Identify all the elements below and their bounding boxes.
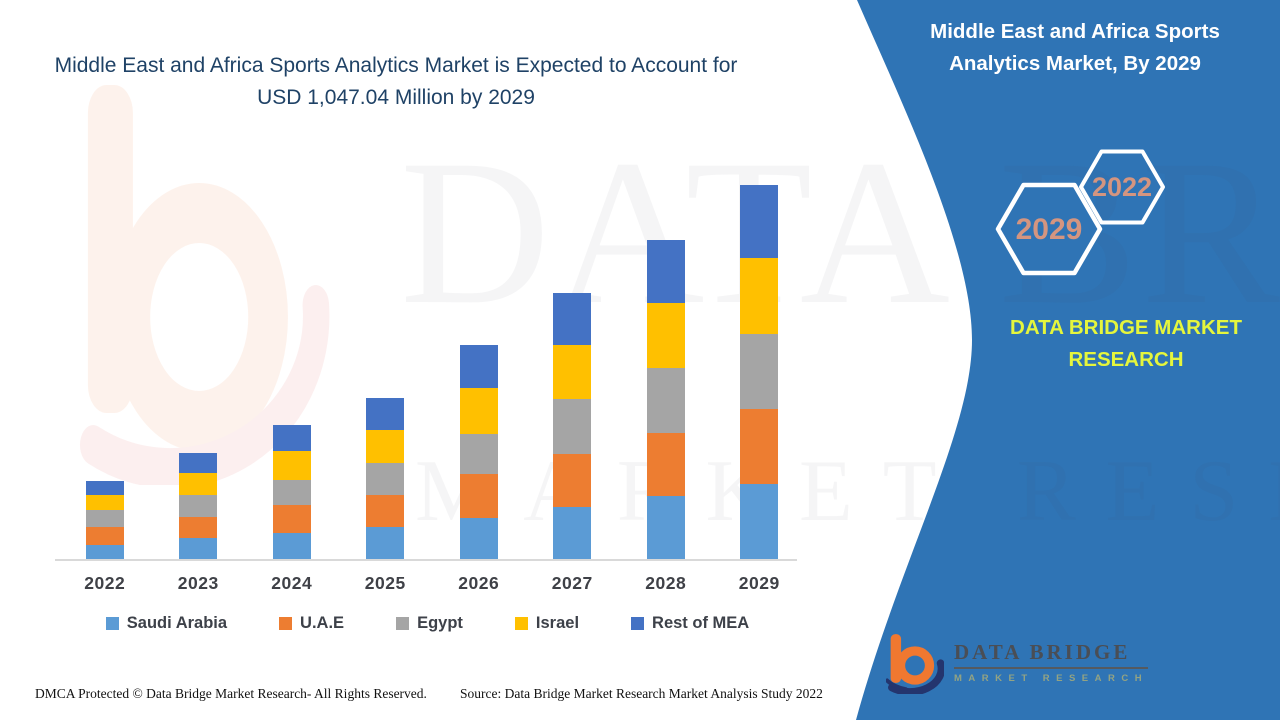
bar-segment-saudi-arabia-2024 <box>272 533 311 559</box>
bar-segment-saudi-arabia-2027 <box>553 506 592 559</box>
side-panel-title: Middle East and Africa Sports Analytics … <box>930 20 1220 75</box>
bar-segment-saudi-arabia-2022 <box>85 544 124 559</box>
bar-segment-u-a-e-2022 <box>85 526 124 545</box>
bar-slot-2026 <box>432 185 526 559</box>
legend-item-egypt: Egypt <box>396 614 463 633</box>
bar-segment-u-a-e-2027 <box>553 453 592 507</box>
bar-slot-2022 <box>58 185 152 559</box>
bar-segment-u-a-e-2028 <box>646 432 685 497</box>
bars-row <box>58 185 806 559</box>
bar-segment-israel-2023 <box>179 473 218 496</box>
footer-source-text: Source: Data Bridge Market Research Mark… <box>460 686 823 701</box>
stacked-bar-2025 <box>366 397 405 559</box>
hexagon-2022-label: 2022 <box>1092 172 1152 202</box>
bar-segment-egypt-2028 <box>646 367 685 433</box>
year-hexagons: 2022 2029 <box>995 149 1165 276</box>
bar-slot-2023 <box>152 185 246 559</box>
legend-label-u-a-e: U.A.E <box>300 614 345 632</box>
stacked-bar-2028 <box>646 239 685 559</box>
bar-segment-saudi-arabia-2028 <box>646 496 685 559</box>
bar-segment-israel-2022 <box>85 494 124 511</box>
bar-segment-rest-of-mea-2026 <box>459 345 498 389</box>
bar-segment-u-a-e-2026 <box>459 473 498 518</box>
bar-segment-u-a-e-2023 <box>179 517 218 538</box>
legend-label-israel: Israel <box>535 614 580 632</box>
legend-item-rest-of-mea: Rest of MEA <box>631 614 749 633</box>
bar-segment-rest-of-mea-2022 <box>85 480 124 495</box>
legend-swatch-u-a-e <box>279 617 293 630</box>
bar-segment-saudi-arabia-2029 <box>740 484 779 559</box>
legend-swatch-egypt <box>396 617 410 630</box>
bar-segment-saudi-arabia-2025 <box>366 527 405 559</box>
bar-slot-2029 <box>713 185 807 559</box>
stacked-bar-2026 <box>459 345 498 559</box>
bar-segment-egypt-2026 <box>459 434 498 474</box>
bar-segment-rest-of-mea-2027 <box>553 292 592 346</box>
legend-swatch-israel <box>514 617 528 630</box>
logo-subtitle: MARKET RESEARCH <box>954 673 1149 684</box>
bar-segment-israel-2026 <box>459 388 498 435</box>
legend-item-israel: Israel <box>514 614 580 633</box>
x-axis-label-2026: 2026 <box>458 573 500 593</box>
bar-segment-rest-of-mea-2023 <box>179 452 218 474</box>
bar-segment-egypt-2024 <box>272 479 311 506</box>
legend-swatch-saudi-arabia <box>105 617 119 630</box>
x-axis-label-2027: 2027 <box>551 573 593 593</box>
bar-segment-egypt-2022 <box>85 510 124 527</box>
bar-segment-egypt-2025 <box>366 462 405 496</box>
stacked-bar-2022 <box>85 480 124 559</box>
bar-segment-egypt-2027 <box>553 398 592 454</box>
x-labels-row: 2022 2023 2024 2025 2026 2027 2028 2029 <box>58 573 806 594</box>
bar-slot-2024 <box>245 185 339 559</box>
bar-segment-israel-2029 <box>740 258 779 335</box>
bar-segment-rest-of-mea-2024 <box>272 425 311 452</box>
x-axis-label-2022: 2022 <box>84 573 126 593</box>
stacked-bar-2027 <box>553 292 592 559</box>
stacked-bar-2023 <box>179 452 218 559</box>
bar-segment-saudi-arabia-2026 <box>459 517 498 559</box>
hexagon-2029-label: 2029 <box>1016 213 1083 246</box>
legend-item-u-a-e: U.A.E <box>279 614 344 633</box>
x-axis-line <box>55 559 797 561</box>
brand-text: DATA BRIDGE MARKET RESEARCH <box>1010 316 1242 371</box>
hexagon-2022 <box>1079 149 1165 225</box>
x-axis-label-2024: 2024 <box>271 573 313 593</box>
x-axis-label-2028: 2028 <box>645 573 687 593</box>
bar-segment-egypt-2023 <box>179 495 218 518</box>
stacked-bar-2024 <box>272 425 311 559</box>
bar-segment-u-a-e-2024 <box>272 505 311 534</box>
bar-slot-2025 <box>339 185 433 559</box>
bar-segment-rest-of-mea-2029 <box>740 185 779 259</box>
legend-label-egypt: Egypt <box>417 614 463 632</box>
bar-segment-egypt-2029 <box>740 334 779 410</box>
bar-segment-u-a-e-2029 <box>740 409 779 485</box>
bar-segment-israel-2027 <box>553 345 592 399</box>
databridge-logo: DATA BRIDGE MARKET RESEARCH <box>886 630 1149 694</box>
footer-dmca-text: DMCA Protected © Data Bridge Market Rese… <box>35 686 427 701</box>
bar-segment-saudi-arabia-2023 <box>179 537 218 559</box>
x-axis-label-2029: 2029 <box>738 573 780 593</box>
logo-wordmark: DATA BRIDGE <box>954 640 1149 669</box>
x-axis-label-2025: 2025 <box>364 573 406 593</box>
legend: Saudi Arabia U.A.E Egypt Israel Rest of MEA <box>55 614 800 633</box>
legend-swatch-rest-of-mea <box>631 617 645 630</box>
bar-segment-rest-of-mea-2028 <box>646 239 685 303</box>
bar-slot-2028 <box>619 185 713 559</box>
bar-slot-2027 <box>526 185 620 559</box>
legend-item-saudi-arabia: Saudi Arabia <box>105 614 228 633</box>
legend-label-saudi-arabia: Saudi Arabia <box>126 614 228 632</box>
bar-segment-rest-of-mea-2025 <box>366 397 405 431</box>
databridge-logo-icon <box>886 634 944 694</box>
page-title: Middle East and Africa Sports Analytics … <box>54 54 738 109</box>
legend-label-rest-of-mea: Rest of MEA <box>652 614 750 632</box>
stacked-bar-2029 <box>740 185 779 559</box>
x-axis-label-2023: 2023 <box>177 573 219 593</box>
bar-segment-u-a-e-2025 <box>366 495 405 528</box>
hexagon-2029 <box>995 182 1103 276</box>
bar-segment-israel-2024 <box>272 451 311 480</box>
bar-segment-israel-2025 <box>366 430 405 463</box>
bar-segment-israel-2028 <box>646 302 685 368</box>
